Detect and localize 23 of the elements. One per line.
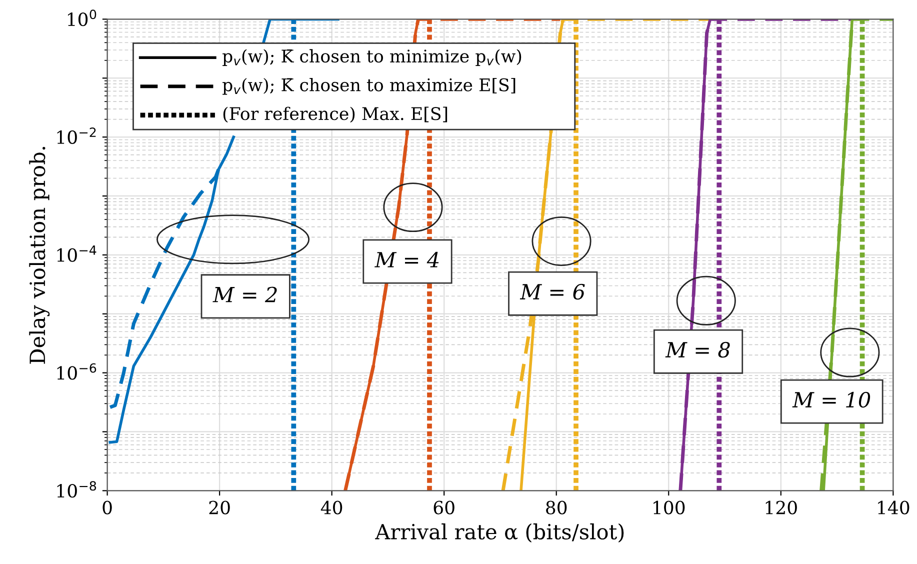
y-tick-label: 10$^{0}$ <box>68 10 96 26</box>
x-tick-label: 120 <box>766 500 797 514</box>
annotation: M = 2 <box>212 286 277 302</box>
x-tick-label: 100 <box>654 500 685 514</box>
y-axis-title: Delay violation prob. <box>29 146 50 364</box>
x-axis-title: Arrival rate α (bits/slot) <box>375 523 624 543</box>
y-tick-label: 10$^{−6}$ <box>57 363 96 380</box>
y-tick-label: 10$^{−2}$ <box>57 127 96 144</box>
x-tick-label: 20 <box>209 500 230 514</box>
annotation: (For reference) Max. E[S] <box>223 106 448 123</box>
annotation: p$_{v}$(w); K̄ chosen to maximize E[S] <box>222 78 516 95</box>
annotation: p$_{v}$(w); K̄ chosen to minimize p$_{v}$(w) <box>222 49 522 66</box>
x-tick-label: 80 <box>546 500 567 514</box>
x-tick-label: 140 <box>878 500 910 514</box>
annotation: M = 10 <box>792 392 870 408</box>
y-tick-label: 10$^{−4}$ <box>57 246 96 262</box>
annotation: M = 6 <box>520 284 585 300</box>
x-tick-label: 0 <box>102 500 112 514</box>
annotation: M = 8 <box>665 342 730 358</box>
annotation: M = 4 <box>374 252 439 268</box>
x-tick-label: 40 <box>320 500 342 514</box>
x-tick-label: 60 <box>434 500 454 514</box>
y-tick-label: 10$^{−8}$ <box>57 481 96 498</box>
